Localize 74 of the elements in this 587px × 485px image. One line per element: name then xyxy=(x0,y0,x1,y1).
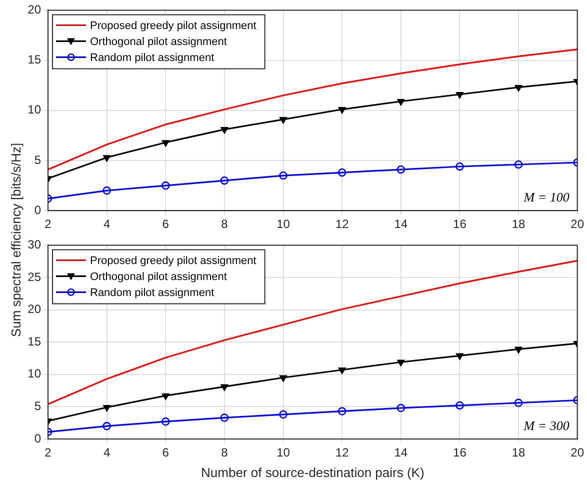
point xyxy=(102,422,111,430)
y-tick-label: 5 xyxy=(34,399,42,414)
point xyxy=(279,171,288,180)
y-tick-label: 0 xyxy=(34,431,42,446)
y-tick-label: 10 xyxy=(28,102,42,117)
x-tick-label: 14 xyxy=(394,217,408,232)
point xyxy=(162,140,170,147)
y-tick-label: 20 xyxy=(28,2,42,17)
point xyxy=(220,176,229,185)
point xyxy=(514,84,522,92)
point xyxy=(456,162,464,171)
x-tick-label: 4 xyxy=(103,446,110,460)
legend-label: Proposed greedy pilot assignment xyxy=(90,20,256,32)
legend-label: Random pilot assignment xyxy=(90,287,214,300)
point xyxy=(279,410,288,419)
point xyxy=(220,414,229,422)
legend-label: Orthogonal pilot assignment xyxy=(90,36,227,48)
y-tick-label: 25 xyxy=(28,270,42,284)
point xyxy=(161,417,170,426)
x-tick-label: 10 xyxy=(276,217,290,232)
point xyxy=(338,107,346,114)
point xyxy=(280,375,287,382)
point xyxy=(162,393,170,400)
point xyxy=(102,186,111,195)
y-tick-label: 5 xyxy=(34,152,42,167)
point xyxy=(514,160,523,169)
x-tick-label: 12 xyxy=(335,446,350,460)
point xyxy=(220,127,228,134)
x-tick-label: 12 xyxy=(335,217,350,232)
legend-label: Random pilot assignment xyxy=(90,52,214,64)
x-tick-label: 20 xyxy=(570,217,584,232)
y-tick-label: 30 xyxy=(28,238,42,252)
legend-label: Orthogonal pilot assignment xyxy=(90,271,227,284)
point xyxy=(456,92,464,99)
y-axis-title: Sum spectral efficiency [bits/s/Hz] xyxy=(8,142,24,338)
annotation: M = 300 xyxy=(522,418,570,433)
point xyxy=(103,404,110,412)
point xyxy=(514,346,522,354)
x-tick-label: 2 xyxy=(44,217,52,232)
x-tick-label: 2 xyxy=(44,446,52,460)
x-tick-label: 6 xyxy=(162,217,170,232)
x-tick-label: 8 xyxy=(221,217,228,232)
x-tick-label: 16 xyxy=(453,446,467,460)
x-tick-label: 6 xyxy=(162,446,170,460)
point xyxy=(396,165,406,174)
x-tick-label: 20 xyxy=(570,446,584,460)
point xyxy=(456,401,464,410)
x-tick-label: 10 xyxy=(276,446,290,460)
point xyxy=(220,384,228,391)
point xyxy=(456,353,464,360)
point xyxy=(338,168,346,177)
x-axis-title: Number of source-destination pairs (K) xyxy=(201,464,424,480)
point xyxy=(338,407,346,416)
point xyxy=(514,398,523,407)
point xyxy=(161,181,170,190)
x-tick-label: 8 xyxy=(221,446,228,460)
y-tick-label: 15 xyxy=(28,52,42,67)
point xyxy=(103,155,110,162)
point xyxy=(280,117,287,124)
x-tick-label: 18 xyxy=(512,217,526,232)
x-tick-label: 4 xyxy=(103,217,110,232)
y-tick-label: 10 xyxy=(28,366,42,381)
x-tick-label: 16 xyxy=(453,217,467,232)
x-tick-label: 18 xyxy=(512,446,526,460)
y-tick-label: 20 xyxy=(28,302,42,316)
point xyxy=(397,360,405,366)
y-tick-label: 15 xyxy=(28,334,42,348)
point xyxy=(396,404,406,412)
annotation: M = 100 xyxy=(522,190,570,205)
point xyxy=(397,98,405,106)
y-tick-label: 0 xyxy=(34,202,42,217)
point xyxy=(338,367,346,374)
legend-label: Proposed greedy pilot assignment xyxy=(90,255,256,268)
x-tick-label: 14 xyxy=(394,446,408,460)
